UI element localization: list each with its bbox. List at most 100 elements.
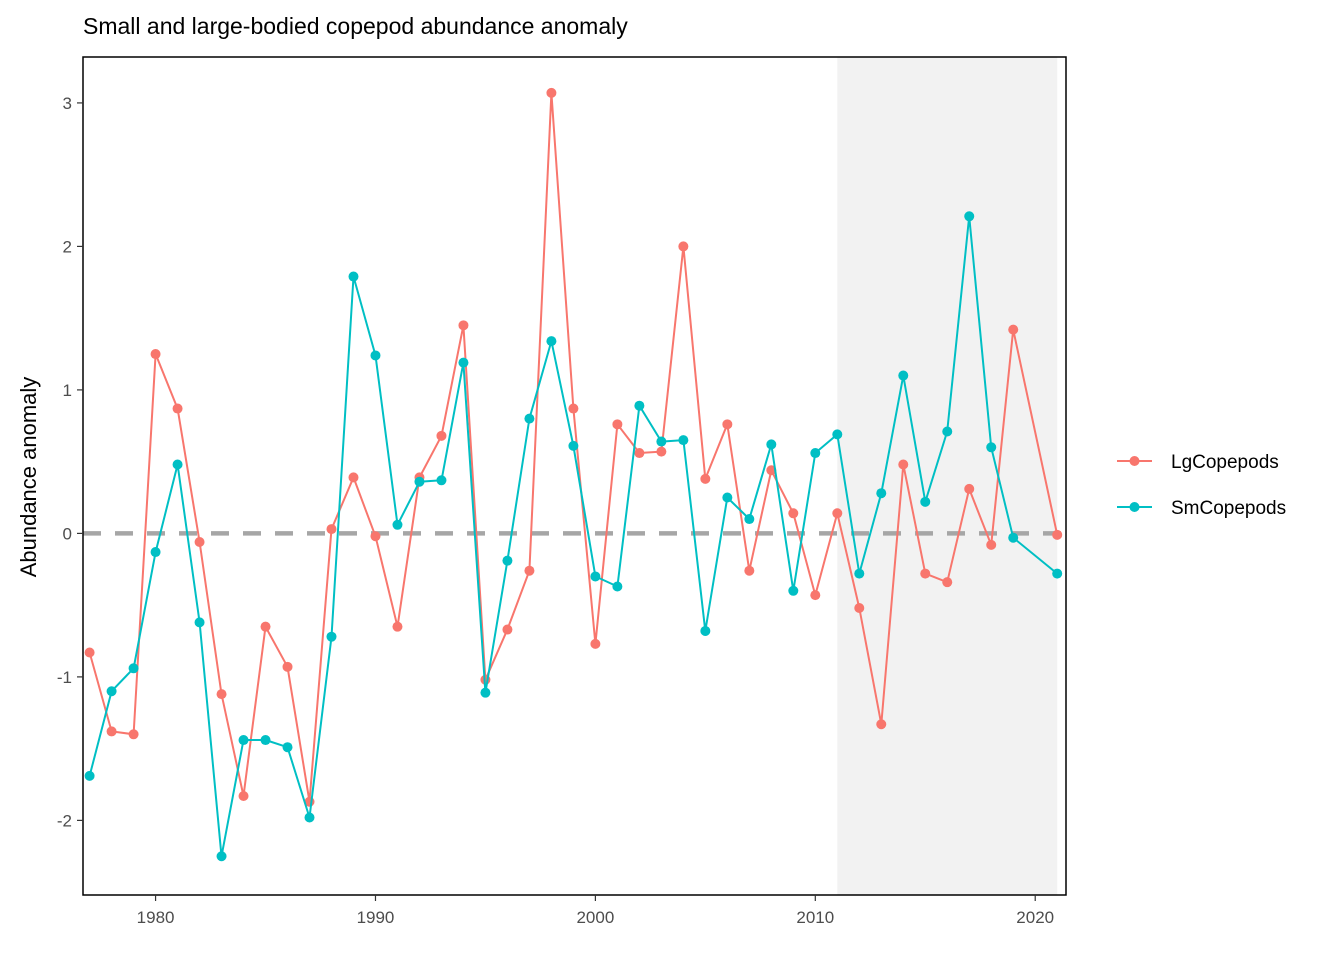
data-point-smcopepods-2004 [678,435,689,446]
data-point-lgcopepods-1981 [172,403,183,414]
data-point-lgcopepods-1982 [194,537,205,548]
data-point-smcopepods-1997 [524,413,535,424]
data-point-smcopepods-2010 [810,448,821,459]
data-point-smcopepods-2018 [986,442,997,453]
x-tick-label-1990: 1990 [357,908,395,927]
data-point-lgcopepods-2004 [678,241,689,252]
data-point-smcopepods-2003 [656,436,667,447]
y-tick-label-2: 2 [63,237,72,256]
data-point-smcopepods-2016 [942,426,953,437]
data-point-lgcopepods-2009 [788,508,799,519]
data-point-smcopepods-1988 [326,631,337,642]
data-point-smcopepods-2011 [832,429,843,440]
shaded-region [837,57,1058,895]
data-point-lgcopepods-2016 [942,577,953,588]
data-point-lgcopepods-2018 [986,539,997,550]
data-point-smcopepods-1977 [84,770,95,781]
y-tick-label--1: -1 [57,668,72,687]
data-point-lgcopepods-2019 [1008,324,1019,335]
data-point-lgcopepods-2015 [920,568,931,579]
data-point-smcopepods-2012 [854,568,865,579]
data-point-smcopepods-1987 [304,812,315,823]
data-point-smcopepods-1981 [172,459,183,470]
data-point-lgcopepods-1991 [392,621,403,632]
y-tick-label-1: 1 [63,381,72,400]
data-point-lgcopepods-1997 [524,565,535,576]
data-point-smcopepods-1989 [348,271,359,282]
data-point-lgcopepods-2012 [854,603,865,614]
y-tick-label-3: 3 [63,94,72,113]
data-point-smcopepods-1992 [414,476,425,487]
data-point-smcopepods-1993 [436,475,447,486]
x-tick-label-1980: 1980 [137,908,175,927]
data-point-lgcopepods-1996 [502,624,513,635]
data-point-smcopepods-2014 [898,370,909,381]
data-point-smcopepods-2001 [612,581,623,592]
data-point-lgcopepods-1994 [458,320,469,331]
legend-swatch-point-smcopepods [1129,502,1140,512]
data-point-lgcopepods-1978 [106,726,117,737]
data-point-smcopepods-1984 [238,735,249,746]
data-point-lgcopepods-2001 [612,419,623,430]
data-point-smcopepods-1998 [546,336,557,347]
plot-area: 1980 1990 2000 2010 2020 -2 -1 0 1 2 3 [57,56,1067,927]
data-point-smcopepods-1985 [260,735,271,746]
legend: LgCopepods SmCopepods [1117,452,1286,519]
data-point-lgcopepods-2011 [832,508,843,519]
data-point-lgcopepods-2003 [656,446,667,457]
data-point-lgcopepods-1993 [436,430,447,441]
data-point-lgcopepods-2021 [1052,529,1063,540]
x-tick-label-2000: 2000 [576,908,614,927]
data-point-lgcopepods-1977 [84,647,95,658]
data-point-lgcopepods-2007 [744,565,755,576]
data-point-lgcopepods-1990 [370,531,381,542]
data-point-lgcopepods-1979 [128,729,139,740]
data-point-smcopepods-1990 [370,350,381,361]
data-point-lgcopepods-2000 [590,638,601,649]
data-point-lgcopepods-2010 [810,590,821,601]
data-point-smcopepods-2015 [920,496,931,507]
data-point-lgcopepods-2005 [700,473,711,484]
legend-swatch-point-lgcopepods [1129,456,1140,466]
data-point-smcopepods-2021 [1052,568,1063,579]
data-point-smcopepods-2000 [590,571,601,582]
data-point-smcopepods-2013 [876,488,887,499]
data-point-lgcopepods-1998 [546,87,557,98]
data-point-smcopepods-2007 [744,514,755,525]
data-point-smcopepods-1986 [282,742,293,753]
plot-border [82,56,1067,896]
data-point-smcopepods-1996 [502,555,513,566]
x-tick-label-2010: 2010 [796,908,834,927]
data-point-smcopepods-2002 [634,400,645,411]
data-point-smcopepods-1983 [216,851,227,862]
data-point-smcopepods-1982 [194,617,205,628]
y-axis-title: Abundance anomaly [16,377,41,578]
data-point-smcopepods-1980 [150,547,161,558]
data-point-lgcopepods-1989 [348,472,359,483]
data-point-smcopepods-1994 [458,357,469,368]
data-point-lgcopepods-1986 [282,661,293,672]
data-point-lgcopepods-1985 [260,621,271,632]
data-point-lgcopepods-2013 [876,719,887,730]
data-point-lgcopepods-2017 [964,483,975,494]
y-tick-label--2: -2 [57,811,72,830]
y-tick-label-0: 0 [63,524,72,543]
chart-title: Small and large-bodied copepod abundance… [83,13,628,39]
legend-label-smcopepods: SmCopepods [1171,498,1286,519]
data-point-smcopepods-1979 [128,663,139,674]
data-point-lgcopepods-1999 [568,403,579,414]
data-point-smcopepods-1978 [106,686,117,697]
x-tick-label-2020: 2020 [1016,908,1054,927]
data-point-smcopepods-2005 [700,625,711,636]
data-point-smcopepods-1995 [480,687,491,698]
data-point-lgcopepods-1980 [150,349,161,360]
data-point-lgcopepods-1984 [238,790,249,801]
data-point-smcopepods-2008 [766,439,777,450]
data-point-smcopepods-1991 [392,519,403,530]
data-point-lgcopepods-2014 [898,459,909,470]
data-point-lgcopepods-1988 [326,524,337,535]
data-point-lgcopepods-2006 [722,419,733,430]
data-point-smcopepods-2017 [964,211,975,222]
series-line-lgcopepods [88,91,1059,803]
